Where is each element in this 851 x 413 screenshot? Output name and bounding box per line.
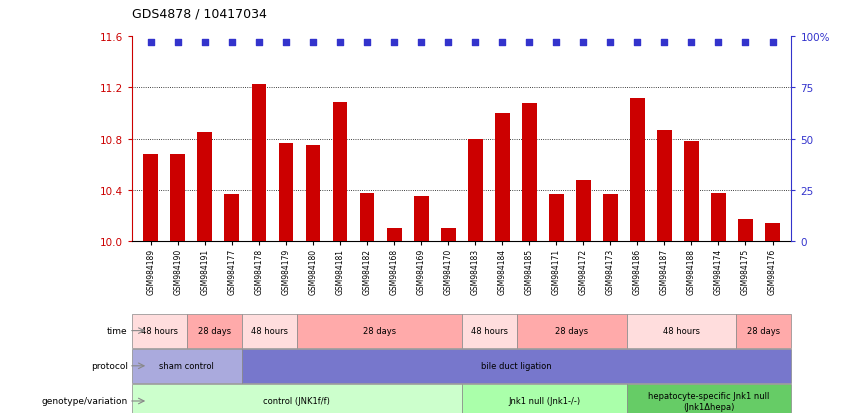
Bar — [225, 195, 239, 242]
Bar — [494, 114, 510, 242]
Text: protocol: protocol — [91, 361, 128, 370]
Point — [684, 40, 698, 47]
Bar — [441, 229, 455, 242]
Bar — [252, 84, 266, 242]
Point — [198, 40, 212, 47]
Point — [306, 40, 320, 47]
Point — [144, 40, 157, 47]
Text: sham control: sham control — [159, 361, 214, 370]
Text: bile duct ligation: bile duct ligation — [482, 361, 552, 370]
Bar — [684, 142, 699, 242]
Bar — [170, 155, 186, 242]
Point — [495, 40, 509, 47]
Point — [468, 40, 482, 47]
Text: 28 days: 28 days — [363, 326, 396, 335]
Point — [171, 40, 185, 47]
Point — [252, 40, 266, 47]
Bar — [386, 229, 402, 242]
Text: Jnk1 null (Jnk1-/-): Jnk1 null (Jnk1-/-) — [508, 396, 580, 406]
Bar — [657, 131, 671, 242]
Bar — [765, 224, 780, 242]
Point — [334, 40, 347, 47]
Point — [360, 40, 374, 47]
Point — [576, 40, 590, 47]
Point — [766, 40, 780, 47]
Point — [711, 40, 725, 47]
Text: control (JNK1f/f): control (JNK1f/f) — [263, 396, 330, 406]
Point — [658, 40, 671, 47]
Text: GDS4878 / 10417034: GDS4878 / 10417034 — [132, 8, 266, 21]
Bar — [711, 193, 726, 242]
Text: 28 days: 28 days — [747, 326, 780, 335]
Point — [631, 40, 644, 47]
Point — [226, 40, 239, 47]
Bar — [630, 99, 645, 242]
Text: 48 hours: 48 hours — [663, 326, 700, 335]
Text: genotype/variation: genotype/variation — [42, 396, 128, 406]
Point — [279, 40, 293, 47]
Text: 28 days: 28 days — [555, 326, 588, 335]
Bar — [197, 133, 212, 242]
Point — [442, 40, 455, 47]
Point — [523, 40, 536, 47]
Bar — [333, 102, 347, 242]
Point — [739, 40, 752, 47]
Point — [603, 40, 617, 47]
Text: 48 hours: 48 hours — [471, 326, 508, 335]
Bar — [468, 139, 483, 242]
Text: hepatocyte-specific Jnk1 null
(Jnk1Δhepa): hepatocyte-specific Jnk1 null (Jnk1Δhepa… — [648, 392, 769, 411]
Bar — [414, 197, 429, 242]
Bar — [306, 146, 321, 242]
Bar — [143, 155, 158, 242]
Point — [414, 40, 428, 47]
Point — [387, 40, 401, 47]
Bar — [360, 193, 374, 242]
Bar — [603, 195, 618, 242]
Bar — [738, 220, 753, 242]
Text: 28 days: 28 days — [197, 326, 231, 335]
Bar — [522, 104, 537, 242]
Bar — [278, 143, 294, 242]
Text: time: time — [107, 326, 128, 335]
Text: 48 hours: 48 hours — [251, 326, 288, 335]
Bar — [576, 180, 591, 242]
Bar — [549, 195, 563, 242]
Point — [550, 40, 563, 47]
Text: 48 hours: 48 hours — [141, 326, 178, 335]
